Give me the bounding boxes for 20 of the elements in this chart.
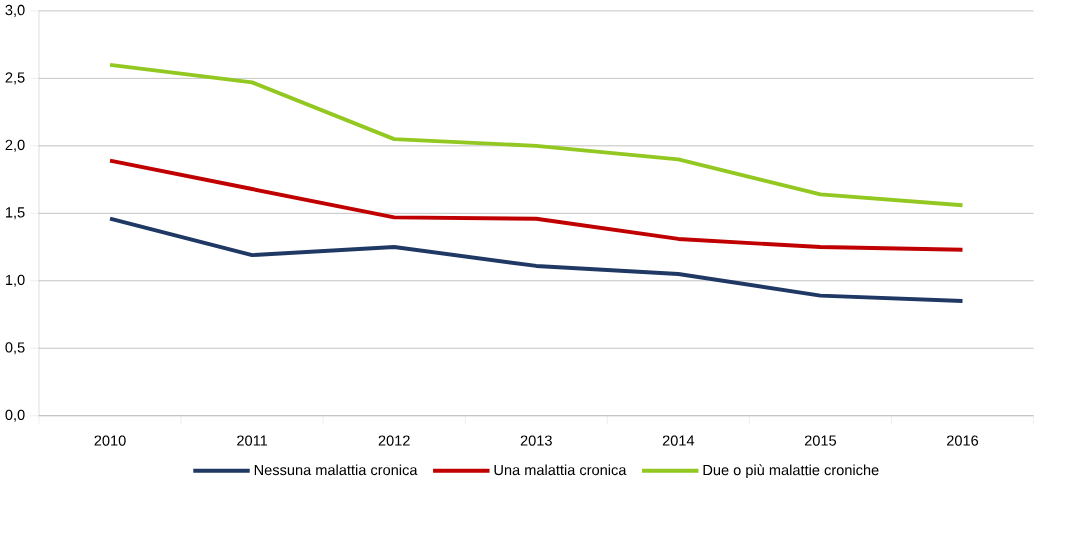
x-tick-label: 2011 — [237, 435, 268, 446]
x-tick-label: 2013 — [520, 435, 552, 446]
legend-label: Due o più malattie croniche — [703, 464, 879, 479]
y-tick-label: 0,5 — [5, 342, 25, 355]
x-tick-label: 2010 — [94, 435, 126, 446]
line-series — [108, 158, 965, 252]
y-tick-label: 1,5 — [5, 207, 25, 220]
line-series — [108, 62, 965, 208]
y-tick-label: 0,0 — [5, 409, 25, 422]
line-series — [108, 216, 965, 303]
x-tick-label: 2016 — [946, 435, 979, 446]
x-tick-label: 2014 — [662, 435, 695, 446]
legend-label: Una malattia cronica — [494, 464, 627, 476]
y-tick-label: 2,0 — [5, 139, 25, 152]
y-tick-label: 2,5 — [5, 72, 25, 85]
y-tick-label: 1,0 — [5, 274, 25, 287]
legend-label: Nessuna malattia cronica — [254, 464, 418, 476]
x-tick-label: 2015 — [804, 435, 837, 446]
y-tick-label: 3,0 — [5, 4, 25, 17]
x-tick-label: 2012 — [378, 435, 410, 446]
